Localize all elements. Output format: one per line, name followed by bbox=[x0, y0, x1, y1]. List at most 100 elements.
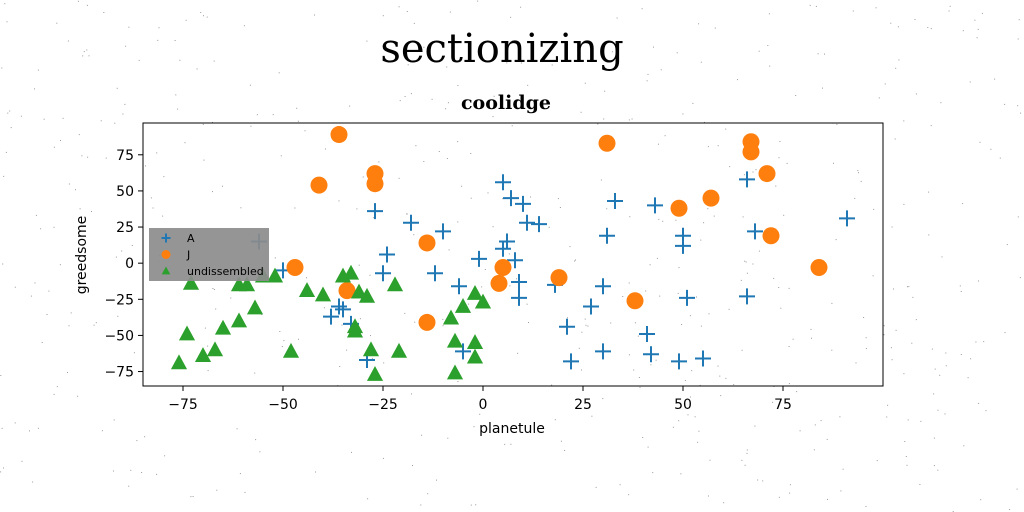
speckle bbox=[436, 479, 437, 481]
speckle bbox=[717, 145, 719, 147]
speckle bbox=[975, 341, 977, 343]
speckle bbox=[212, 191, 213, 193]
speckle bbox=[628, 282, 630, 284]
speckle bbox=[603, 118, 605, 120]
data-point bbox=[346, 322, 364, 338]
data-point bbox=[739, 288, 755, 305]
speckle bbox=[564, 450, 566, 451]
speckle bbox=[602, 398, 604, 400]
speckle bbox=[53, 226, 55, 228]
speckle bbox=[691, 370, 693, 372]
speckle bbox=[493, 95, 495, 97]
speckle bbox=[937, 469, 939, 471]
speckle bbox=[34, 88, 35, 90]
speckle bbox=[742, 216, 744, 218]
speckle bbox=[184, 142, 186, 144]
speckle bbox=[933, 393, 935, 395]
data-point bbox=[194, 347, 212, 363]
data-point bbox=[695, 350, 711, 367]
data-point bbox=[515, 195, 531, 212]
speckle bbox=[757, 479, 759, 481]
speckle bbox=[3, 467, 4, 469]
speckle bbox=[704, 121, 705, 123]
speckle bbox=[421, 434, 423, 436]
y-tick-label: −50 bbox=[104, 328, 134, 344]
data-point bbox=[386, 276, 404, 292]
speckle bbox=[979, 141, 981, 143]
speckle bbox=[1017, 216, 1019, 218]
speckle bbox=[891, 226, 893, 228]
speckle bbox=[236, 428, 238, 430]
speckle bbox=[373, 217, 375, 219]
speckle bbox=[510, 443, 512, 445]
speckle bbox=[978, 402, 980, 404]
data-point bbox=[350, 283, 368, 299]
speckle bbox=[865, 337, 867, 339]
speckle bbox=[698, 430, 700, 432]
speckle bbox=[278, 72, 280, 74]
speckle bbox=[687, 414, 689, 416]
speckle bbox=[239, 473, 241, 475]
speckle bbox=[56, 22, 58, 24]
speckle bbox=[1017, 105, 1019, 107]
speckle bbox=[175, 94, 177, 96]
data-point bbox=[435, 223, 451, 240]
speckle bbox=[699, 384, 701, 386]
speckle bbox=[872, 275, 874, 277]
speckle bbox=[206, 16, 208, 18]
speckle bbox=[887, 404, 889, 406]
data-point bbox=[342, 264, 360, 280]
speckle bbox=[788, 383, 790, 385]
speckle bbox=[976, 37, 978, 39]
speckle bbox=[279, 331, 281, 332]
speckle bbox=[473, 426, 475, 428]
speckle bbox=[692, 102, 694, 104]
speckle bbox=[939, 374, 941, 376]
speckle bbox=[481, 286, 483, 288]
speckle bbox=[949, 5, 951, 7]
speckle bbox=[423, 46, 425, 48]
legend-marker-a bbox=[161, 233, 171, 243]
speckle bbox=[569, 246, 571, 248]
data-point bbox=[607, 193, 623, 210]
data-point bbox=[442, 309, 460, 325]
speckle bbox=[554, 419, 556, 421]
speckle bbox=[446, 158, 448, 159]
speckle bbox=[484, 269, 486, 270]
speckle bbox=[653, 46, 654, 48]
data-point bbox=[466, 348, 484, 364]
speckle bbox=[755, 169, 757, 171]
speckle bbox=[1017, 38, 1019, 40]
speckle bbox=[272, 114, 274, 116]
speckle bbox=[831, 349, 833, 351]
speckle bbox=[190, 496, 192, 498]
speckle bbox=[681, 324, 683, 325]
speckle bbox=[125, 45, 127, 47]
speckle bbox=[980, 499, 982, 501]
speckle bbox=[103, 12, 105, 13]
speckle bbox=[707, 146, 709, 148]
speckle bbox=[78, 134, 80, 136]
speckle bbox=[827, 498, 828, 500]
speckle bbox=[904, 441, 906, 442]
speckle bbox=[527, 84, 529, 86]
speckle bbox=[447, 102, 449, 104]
speckle bbox=[948, 10, 950, 12]
speckle bbox=[898, 59, 900, 61]
speckle bbox=[606, 208, 608, 210]
speckle bbox=[410, 93, 412, 95]
speckle bbox=[840, 490, 842, 492]
speckle bbox=[1006, 244, 1008, 246]
speckle bbox=[411, 393, 412, 395]
speckle bbox=[40, 228, 42, 230]
legend-marker-undissembled bbox=[161, 266, 171, 275]
speckle bbox=[908, 286, 910, 288]
speckle bbox=[77, 395, 79, 397]
speckle bbox=[634, 322, 636, 324]
data-point bbox=[810, 259, 828, 277]
data-point bbox=[338, 282, 356, 300]
speckle bbox=[600, 179, 602, 181]
speckle bbox=[70, 312, 72, 314]
speckle bbox=[14, 286, 16, 288]
speckle bbox=[835, 239, 837, 241]
